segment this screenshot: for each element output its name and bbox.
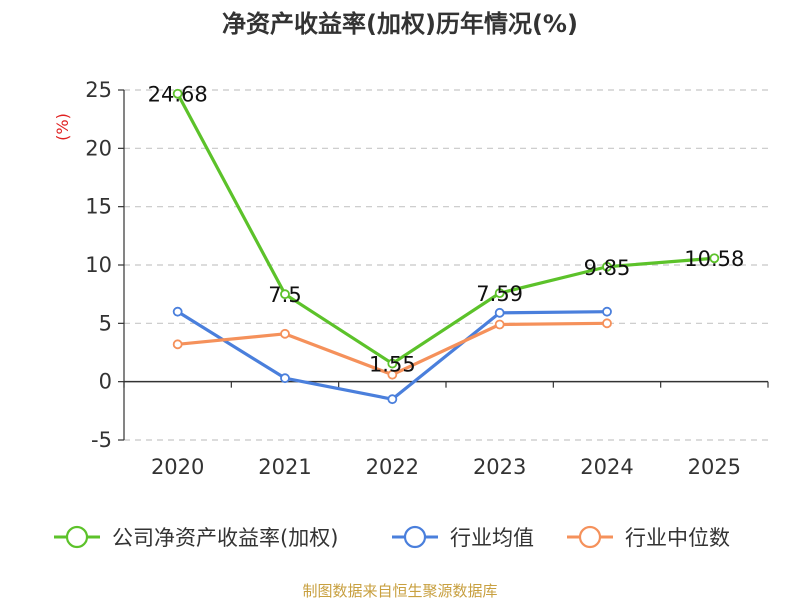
series-line: [176, 92, 715, 366]
data-point[interactable]: [494, 288, 505, 299]
y-tick-label: 5: [99, 311, 112, 335]
data-labels: 24.68 7.5 1.55 7.59 9.85 10.58: [148, 83, 745, 377]
data-label: 24.68: [148, 83, 208, 107]
x-tick-label: 2024: [580, 455, 633, 479]
legend-item[interactable]: 行业中位数: [567, 525, 730, 550]
data-point[interactable]: [387, 369, 398, 380]
y-tick-label: 20: [85, 136, 112, 160]
data-point[interactable]: [280, 289, 290, 300]
y-tick-label: 15: [85, 195, 112, 219]
series-layer: [172, 88, 720, 405]
x-tick-label: 2023: [473, 455, 526, 479]
y-axis-label: (%): [53, 113, 72, 141]
legend[interactable]: 公司净资产收益率(加权) 行业均值 行业中位数: [54, 525, 730, 550]
grid-lines: [124, 89, 768, 441]
legend-label: 行业中位数: [625, 526, 730, 550]
source-note: 制图数据来自恒生聚源数据库: [302, 582, 497, 600]
legend-marker: [65, 525, 89, 549]
y-tick-label: 0: [99, 370, 112, 394]
data-point[interactable]: [387, 358, 398, 369]
data-point[interactable]: [280, 373, 290, 384]
y-tick-label: 25: [85, 78, 112, 102]
data-point[interactable]: [602, 261, 612, 272]
y-tick-label: 10: [85, 253, 112, 277]
data-label: 10.58: [684, 247, 744, 271]
x-tick-label: 2025: [688, 455, 741, 479]
data-point[interactable]: [387, 394, 398, 405]
legend-item[interactable]: 行业均值: [392, 525, 534, 550]
legend-marker: [578, 525, 602, 549]
data-label: 7.59: [476, 282, 523, 306]
legend-item[interactable]: 公司净资产收益率(加权): [54, 525, 338, 550]
data-point[interactable]: [602, 318, 612, 329]
data-point[interactable]: [602, 306, 612, 317]
data-point[interactable]: [709, 253, 720, 264]
legend-marker: [403, 525, 427, 549]
axes: 25 20 15 10 5 0 -5 2020 2021 2022 2023 2024 2025: [85, 78, 769, 479]
data-point[interactable]: [280, 328, 290, 339]
x-tick-label: 2020: [151, 455, 204, 479]
chart-title: 净资产收益率(加权)历年情况(%): [222, 10, 578, 38]
x-tick-label: 2021: [258, 455, 311, 479]
y-tick-label: -5: [91, 428, 112, 452]
data-point[interactable]: [172, 306, 183, 317]
data-label: 1.55: [369, 353, 416, 377]
legend-label: 行业均值: [450, 526, 534, 550]
data-label: 9.85: [584, 256, 631, 280]
data-point[interactable]: [172, 88, 183, 99]
data-label: 7.5: [268, 283, 301, 307]
legend-label: 公司净资产收益率(加权): [112, 526, 338, 550]
data-point[interactable]: [172, 339, 183, 350]
data-point[interactable]: [494, 319, 505, 330]
data-point[interactable]: [494, 307, 505, 318]
x-tick-label: 2022: [366, 455, 419, 479]
